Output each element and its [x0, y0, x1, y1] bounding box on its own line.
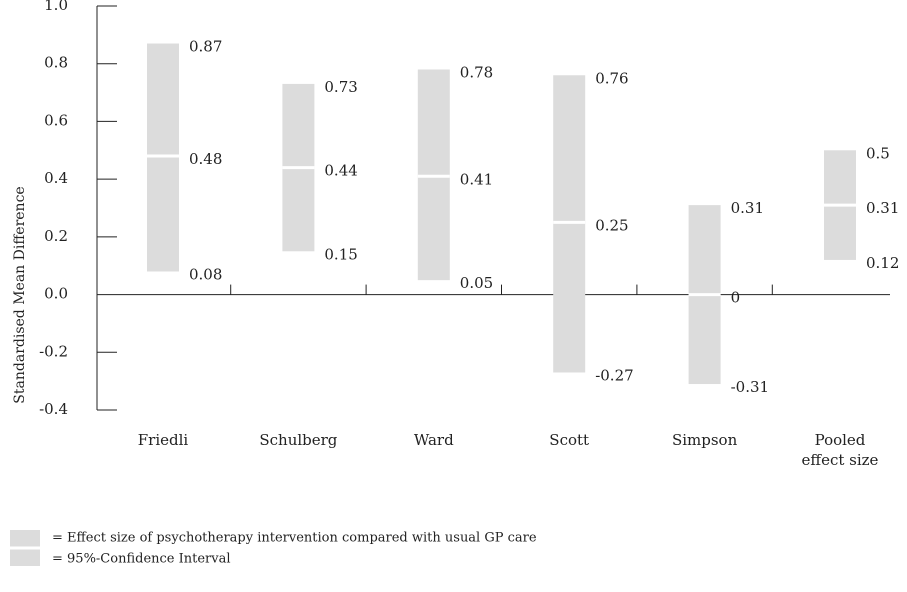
legend-label: = Effect size of psychotherapy intervent…: [52, 531, 537, 546]
value-label: 0.76: [595, 69, 628, 87]
x-tick-label: Schulberg: [259, 431, 338, 449]
y-tick-label: -0.2: [39, 342, 68, 360]
value-label: -0.27: [595, 366, 633, 384]
y-tick-label: 0.0: [44, 285, 68, 303]
value-label: 0.78: [460, 63, 493, 81]
value-label: 0.31: [866, 199, 899, 217]
value-label: 0.15: [324, 245, 357, 263]
value-label: 0.08: [189, 265, 222, 283]
y-tick-label: 1.0: [44, 0, 68, 14]
value-label: 0.41: [460, 170, 493, 188]
y-tick-label: 0.6: [44, 111, 68, 129]
value-label: 0.31: [731, 199, 764, 217]
value-label: 0.5: [866, 144, 890, 162]
value-label: 0.25: [595, 216, 628, 234]
y-tick-label: 0.4: [44, 169, 68, 187]
x-tick-label: Simpson: [671, 431, 738, 449]
value-label: 0.87: [189, 38, 222, 56]
y-tick-label: -0.4: [39, 400, 68, 418]
x-tick-label: Scott: [549, 431, 590, 449]
value-label: 0.48: [189, 150, 222, 168]
value-label: 0.44: [324, 162, 357, 180]
value-label: 0.12: [866, 254, 899, 272]
x-tick-label: Friedli: [137, 431, 189, 449]
x-tick-label: Ward: [413, 431, 454, 449]
value-label: 0: [731, 289, 741, 307]
x-tick-label: Pooled effect size: [801, 431, 879, 469]
value-label: -0.31: [731, 378, 769, 396]
y-tick-label: 0.2: [44, 227, 68, 245]
value-label: 0.73: [324, 78, 357, 96]
legend-label: = 95%-Confidence Interval: [52, 552, 231, 567]
value-label: 0.05: [460, 274, 493, 292]
y-axis-label: Standardised Mean Difference: [12, 186, 28, 403]
y-tick-label: 0.8: [44, 54, 68, 72]
